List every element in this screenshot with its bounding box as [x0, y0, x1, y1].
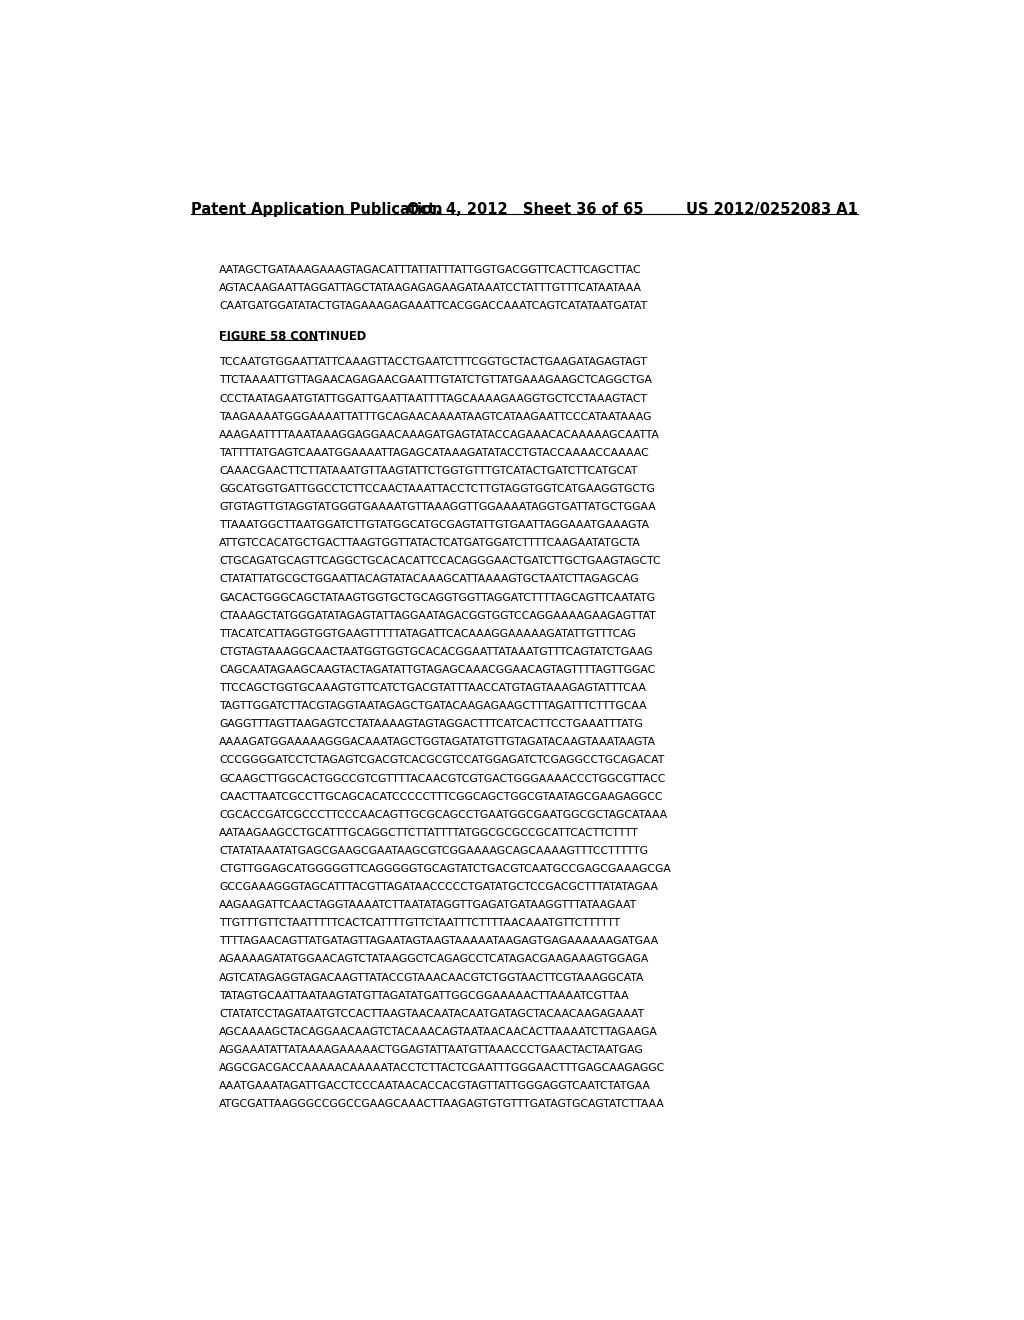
Text: AAGAAGATTCAACTAGGTAAAATCTTAATATAGGTTGAGATGATAAGGTTTATAAGAAT: AAGAAGATTCAACTAGGTAAAATCTTAATATAGGTTGAGA…	[219, 900, 638, 911]
Text: CTATATAAATATGAGCGAAGCGAATAAGCGTCGGAAAAGCAGCAAAAGTTTCCTTTTTG: CTATATAAATATGAGCGAAGCGAATAAGCGTCGGAAAAGC…	[219, 846, 648, 855]
Text: TTTTAGAACAGTTATGATAGTTAGAATAGTAAGTAAAAATAAGAGTGAGAAAAAAGATGAA: TTTTAGAACAGTTATGATAGTTAGAATAGTAAGTAAAAAT…	[219, 936, 658, 946]
Text: Oct. 4, 2012   Sheet 36 of 65: Oct. 4, 2012 Sheet 36 of 65	[407, 202, 643, 216]
Text: AGGCGACGACCAAAAACAAAAATACCTCTTACTCGAATTTGGGAACTTTGAGCAAGAGGC: AGGCGACGACCAAAAACAAAAATACCTCTTACTCGAATTT…	[219, 1063, 666, 1073]
Text: TTGTTTGTTCTAATTTTTCACTCATTTTGTTCTAATTTCTTTTAACAAATGTTCTTTTTT: TTGTTTGTTCTAATTTTTCACTCATTTTGTTCTAATTTCT…	[219, 919, 621, 928]
Text: CAGCAATAGAAGCAAGTACTAGATATTGTAGAGCAAACGGAACAGTAGTTTTAGTTGGAC: CAGCAATAGAAGCAAGTACTAGATATTGTAGAGCAAACGG…	[219, 665, 655, 675]
Text: CTATATTATGCGCTGGAATTACAGTATACAAAGCATTAAAAGTGCTAATCTTAGAGCAG: CTATATTATGCGCTGGAATTACAGTATACAAAGCATTAAA…	[219, 574, 639, 585]
Text: CTATATCCTAGATAATGTCCACTTAAGTAACAATACAATGATAGCTACAACAAGAGAAAT: CTATATCCTAGATAATGTCCACTTAAGTAACAATACAATG…	[219, 1008, 644, 1019]
Text: AATAAGAAGCCTGCATTTGCAGGCTTCTTATTTTATGGCGCGCCGCATTCACTTCTTTT: AATAAGAAGCCTGCATTTGCAGGCTTCTTATTTTATGGCG…	[219, 828, 639, 838]
Text: Patent Application Publication: Patent Application Publication	[191, 202, 443, 216]
Text: FIGURE 58 CONTINUED: FIGURE 58 CONTINUED	[219, 330, 367, 343]
Text: GCAAGCTTGGCACTGGCCGTCGTTTTACAACGTCGTGACTGGGAAAACCCTGGCGTTACC: GCAAGCTTGGCACTGGCCGTCGTTTTACAACGTCGTGACT…	[219, 774, 666, 784]
Text: AGGAAATATTATAAAAGAAAAACTGGAGTATTAATGTTAAACCCTGAACTACTAATGAG: AGGAAATATTATAAAAGAAAAACTGGAGTATTAATGTTAA…	[219, 1045, 644, 1055]
Text: TATTTTATGAGTCAAATGGAAAATTAGAGCATAAAGATATACCTGTACCAAAACCAAAAC: TATTTTATGAGTCAAATGGAAAATTAGAGCATAAAGATAT…	[219, 447, 649, 458]
Text: AAAAGATGGAAAAAGGGACAAATAGCTGGTAGATATGTTGTAGATACAAGTAAATAAGTA: AAAAGATGGAAAAAGGGACAAATAGCTGGTAGATATGTTG…	[219, 738, 656, 747]
Text: CCCGGGGATCCTCTAGAGTCGACGTCACGCGTCCATGGAGATCTCGAGGCCTGCAGACAT: CCCGGGGATCCTCTAGAGTCGACGTCACGCGTCCATGGAG…	[219, 755, 665, 766]
Text: GACACTGGGCAGCTATAAGTGGTGCTGCAGGTGGTTAGGATCTTTTAGCAGTTCAATATG: GACACTGGGCAGCTATAAGTGGTGCTGCAGGTGGTTAGGA…	[219, 593, 655, 603]
Text: CTGTTGGAGCATGGGGGTTCAGGGGGTGCAGTATCTGACGTCAATGCCGAGCGAAAGCGA: CTGTTGGAGCATGGGGGTTCAGGGGGTGCAGTATCTGACG…	[219, 865, 671, 874]
Text: CGCACCGATCGCCCTTCCCAACAGTTGCGCAGCCTGAATGGCGAATGGCGCTAGCATAAA: CGCACCGATCGCCCTTCCCAACAGTTGCGCAGCCTGAATG…	[219, 809, 668, 820]
Text: TAGTTGGATCTTACGTAGGTAATAGAGCTGATACAAGAGAAGCTTTAGATTTCTTTGCAA: TAGTTGGATCTTACGTAGGTAATAGAGCTGATACAAGAGA…	[219, 701, 647, 711]
Text: GAGGTTTAGTTAAGAGTCCTATAAAAGTAGTAGGACTTTCATCACTTCCTGAAATTTATG: GAGGTTTAGTTAAGAGTCCTATAAAAGTAGTAGGACTTTC…	[219, 719, 643, 729]
Text: TTACATCATTAGGTGGTGAAGTTTTTATAGATTCACAAAGGAAAAAGATATTGTTTCAG: TTACATCATTAGGTGGTGAAGTTTTTATAGATTCACAAAG…	[219, 628, 636, 639]
Text: AGCAAAAGCTACAGGAACAAGTCTACAAACAGTAATAACAACACTTAAAATCTTAGAAGA: AGCAAAAGCTACAGGAACAAGTCTACAAACAGTAATAACA…	[219, 1027, 658, 1036]
Text: CTGTAGTAAAGGCAACTAATGGTGGTGCACACGGAATTATAAATGTTTCAGTATCTGAAG: CTGTAGTAAAGGCAACTAATGGTGGTGCACACGGAATTAT…	[219, 647, 652, 657]
Text: TTAAATGGCTTAATGGATCTTGTATGGCATGCGAGTATTGTGAATTAGGAAATGAAAGTA: TTAAATGGCTTAATGGATCTTGTATGGCATGCGAGTATTG…	[219, 520, 649, 531]
Text: CCCTAATAGAATGTATTGGATTGAATTAATTTTAGCAAAAGAAGGTGCTCCTAAAGTACT: CCCTAATAGAATGTATTGGATTGAATTAATTTTAGCAAAA…	[219, 393, 647, 404]
Text: AAAGAATTTTAAATAAAGGAGGAACAAAGATGAGTATACCAGAAACACAAAAAGCAATTA: AAAGAATTTTAAATAAAGGAGGAACAAAGATGAGTATACC…	[219, 430, 660, 440]
Text: GCCGAAAGGGTAGCATTTACGTTAGATAACCCCCTGATATGCTCCGACGCTTTATATAGAA: GCCGAAAGGGTAGCATTTACGTTAGATAACCCCCTGATAT…	[219, 882, 658, 892]
Text: CAACTTAATCGCCTTGCAGCACATCCCCCTTTCGGCAGCTGGCGTAATAGCGAAGAGGCC: CAACTTAATCGCCTTGCAGCACATCCCCCTTTCGGCAGCT…	[219, 792, 663, 801]
Text: AATAGCTGATAAAGAAAGTAGACATTTATTATTTATTGGTGACGGTTCACTTCAGCTTAC: AATAGCTGATAAAGAAAGTAGACATTTATTATTTATTGGT…	[219, 265, 642, 275]
Text: TTCCAGCTGGTGCAAAGTGTTCATCTGACGTATTTAACCATGTAGTAAAGAGTATTTCAA: TTCCAGCTGGTGCAAAGTGTTCATCTGACGTATTTAACCA…	[219, 682, 646, 693]
Text: TTCTAAAATTGTTAGAACAGAGAACGAATTTGTATCTGTTATGAAAGAAGCTCAGGCTGA: TTCTAAAATTGTTAGAACAGAGAACGAATTTGTATCTGTT…	[219, 375, 652, 385]
Text: TATAGTGCAATTAATAAGTATGTTAGATATGATTGGCGGAAAAACTTAAAATCGTTAA: TATAGTGCAATTAATAAGTATGTTAGATATGATTGGCGGA…	[219, 990, 629, 1001]
Text: TCCAATGTGGAATTATTCAAAGTTACCTGAATCTTTCGGTGCTACTGAAGATAGAGTAGT: TCCAATGTGGAATTATTCAAAGTTACCTGAATCTTTCGGT…	[219, 358, 647, 367]
Text: TAAGAAAATGGGAAAATTATTTGCAGAACAAAATAAGTCATAAGAATTCCCATAATAAAG: TAAGAAAATGGGAAAATTATTTGCAGAACAAAATAAGTCA…	[219, 412, 651, 421]
Text: CTAAAGCTATGGGATATAGAGTATTAGGAATAGACGGTGGTCCAGGAAAAGAAGAGTTAT: CTAAAGCTATGGGATATAGAGTATTAGGAATAGACGGTGG…	[219, 611, 656, 620]
Text: ATGCGATTAAGGGCCGGCCGAAGCAAACTTAAGAGTGTGTTTGATAGTGCAGTATCTTAAA: ATGCGATTAAGGGCCGGCCGAAGCAAACTTAAGAGTGTGT…	[219, 1100, 666, 1109]
Text: GGCATGGTGATTGGCCTCTTCCAACTAAATTACCTCTTGTAGGTGGTCATGAAGGTGCTG: GGCATGGTGATTGGCCTCTTCCAACTAAATTACCTCTTGT…	[219, 484, 655, 494]
Text: AAATGAAATAGATTGACCTCCCAATAACACCACGTAGTTATTGGGAGGTCAATCTATGAA: AAATGAAATAGATTGACCTCCCAATAACACCACGTAGTTA…	[219, 1081, 651, 1092]
Text: AGAAAAGATATGGAACAGTCTATAAGGCTCAGAGCCTCATAGACGAAGAAAGTGGAGA: AGAAAAGATATGGAACAGTCTATAAGGCTCAGAGCCTCAT…	[219, 954, 649, 965]
Text: CAATGATGGATATACTGTAGAAAGAGAAATTCACGGACCAAATCAGTCATATAATGATAT: CAATGATGGATATACTGTAGAAAGAGAAATTCACGGACCA…	[219, 301, 647, 312]
Text: US 2012/0252083 A1: US 2012/0252083 A1	[686, 202, 858, 216]
Text: ATTGTCCACATGCTGACTTAAGTGGTTATACTCATGATGGATCTTTTCAAGAATATGCTA: ATTGTCCACATGCTGACTTAAGTGGTTATACTCATGATGG…	[219, 539, 641, 548]
Text: AGTACAAGAATTAGGATTAGCTATAAGAGAGAAGATAAATCCTATTTGTTTCATAATAAA: AGTACAAGAATTAGGATTAGCTATAAGAGAGAAGATAAAT…	[219, 284, 642, 293]
Text: CTGCAGATGCAGTTCAGGCTGCACACATTCCACAGGGAACTGATCTTGCTGAAGTAGCTC: CTGCAGATGCAGTTCAGGCTGCACACATTCCACAGGGAAC…	[219, 557, 660, 566]
Text: CAAACGAACTTCTTATAAATGTTAAGTATTCTGGTGTTTGTCATACTGATCTTCATGCAT: CAAACGAACTTCTTATAAATGTTAAGTATTCTGGTGTTTG…	[219, 466, 638, 477]
Text: GTGTAGTTGTAGGTATGGGTGAAAATGTTAAAGGTTGGAAAATAGGTGATTATGCTGGAA: GTGTAGTTGTAGGTATGGGTGAAAATGTTAAAGGTTGGAA…	[219, 502, 656, 512]
Text: AGTCATAGAGGTAGACAAGTTATACCGTAAACAACGTCTGGTAACTTCGTAAAGGCATA: AGTCATAGAGGTAGACAAGTTATACCGTAAACAACGTCTG…	[219, 973, 645, 982]
